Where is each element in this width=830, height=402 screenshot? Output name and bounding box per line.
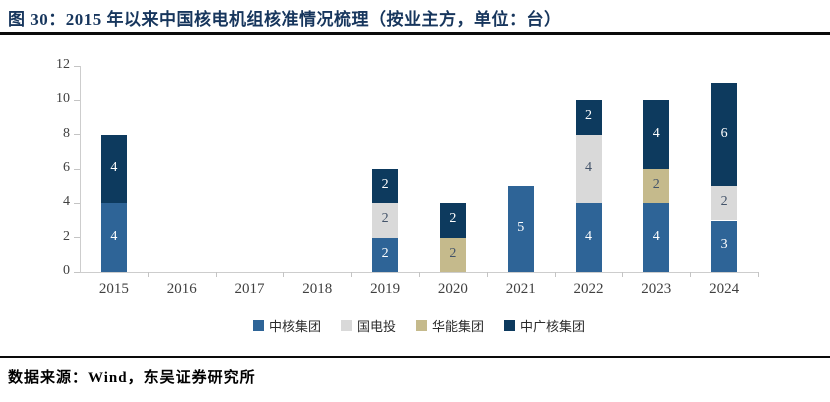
bar-segment-2023: 2 [643,169,670,204]
x-axis-tick-mark [758,272,759,277]
x-axis-category-label: 2016 [166,281,197,297]
bar-segment-2019: 2 [372,237,399,272]
legend-item: 中广核集团 [504,316,585,335]
bar-segment-value: 4 [585,159,592,175]
y-axis-tick-label: 0 [63,263,70,278]
legend-label: 国电投 [356,319,396,334]
bar-segment-value: 2 [449,211,457,227]
bar-segment-2024: 2 [711,186,738,221]
figure-title: 图 30：2015 年以来中国核电机组核准情况梳理（按业主方，单位：台） [8,10,562,29]
x-axis-tick-mark [622,272,624,277]
legend-label: 中核集团 [268,319,321,334]
legend-label: 中广核集团 [520,319,586,334]
bar-segment-2022: 4 [575,203,602,272]
x-axis-category-label: 2018 [302,281,333,297]
x-axis-category-label: 2019 [370,281,401,297]
y-axis-tick-label: 2 [63,228,70,244]
legend-swatch-icon [340,320,352,331]
bar-segment-2023: 4 [643,100,670,169]
bar-segment-value: 2 [585,108,592,124]
bar-segment-2015: 4 [100,203,127,272]
bar-segment-value: 4 [652,125,660,141]
y-axis-tick-label: 12 [56,57,70,72]
bar-segment-2020: 2 [439,203,466,238]
x-axis-category-label: 2024 [709,281,740,297]
bar-segment-2021: 5 [507,186,534,272]
bar-segment-2019: 2 [372,203,399,238]
bar-segment-value: 4 [585,228,592,244]
bar-segment-value: 2 [381,177,389,193]
source-divider [0,356,830,358]
bar-segment-2022: 2 [575,100,602,135]
x-axis-tick-mark [283,272,285,277]
bar-segment-2020: 2 [439,237,466,272]
bar-segment-value: 3 [720,237,728,253]
legend-swatch-icon [416,320,427,331]
y-axis-tick-mark [74,168,80,170]
chart-legend: 中核集团 国电投 华能集团 中广核集团 [80,316,758,335]
bar-segment-2015: 4 [100,134,127,204]
bar-segment-2024: 6 [711,83,738,187]
bar-segment-2022: 4 [575,134,602,204]
bar-segment-value: 2 [720,194,728,210]
y-axis-tick-mark [74,134,80,136]
x-axis-category-label: 2015 [98,281,129,297]
bar-segment-value: 6 [720,125,728,141]
x-axis-tick-mark [351,272,353,277]
bar-segment-2024: 3 [711,220,738,272]
bar-segment-value: 2 [449,245,457,261]
bar-segment-value: 4 [110,159,118,175]
legend-label: 华能集团 [432,319,485,334]
x-axis-category-label: 2023 [641,281,672,297]
y-axis-tick-mark [74,99,80,101]
x-axis-tick-mark [419,272,420,277]
legend-item: 国电投 [340,316,396,335]
x-axis-category-label: 2017 [234,281,265,297]
x-axis-tick-mark [554,272,556,277]
bar-segment-value: 2 [652,177,660,193]
stacked-bar-chart: 中核集团 国电投 华能集团 中广核集团 0 2 4 6 8 10 12 2015 2016 2017 20… [0,36,830,355]
x-axis-tick-mark [690,272,692,277]
bar-segment-2019: 2 [372,169,399,204]
x-axis-category-label: 2021 [505,281,536,297]
legend-item: 中核集团 [252,316,321,335]
x-axis-tick-mark [215,272,217,277]
y-axis-tick-mark [74,202,80,204]
legend-swatch-icon [504,320,516,331]
y-axis-tick-label: 8 [63,125,70,141]
bar-segment-2023: 4 [643,203,670,272]
x-axis-tick-mark [486,272,488,277]
bar-segment-value: 2 [381,245,389,261]
y-axis-tick-mark [74,237,80,239]
bar-segment-value: 4 [652,228,660,244]
y-axis-tick-label: 10 [56,91,70,107]
legend-item: 华能集团 [416,316,484,335]
bar-segment-value: 5 [517,220,525,236]
bar-segment-value: 4 [110,228,118,244]
bar-segment-value: 2 [381,211,389,227]
x-axis-category-label: 2022 [573,281,604,297]
x-axis-tick-mark [147,272,149,277]
y-axis-tick-mark [74,65,80,67]
legend-swatch-icon [252,320,264,331]
figure-source: 数据来源：Wind，东吴证券研究所 [8,370,256,386]
y-axis-tick-label: 6 [63,160,70,175]
x-axis-category-label: 2020 [437,281,468,297]
y-axis-tick-label: 4 [63,194,70,210]
y-axis-tick-mark [74,271,80,273]
title-divider [0,32,830,35]
